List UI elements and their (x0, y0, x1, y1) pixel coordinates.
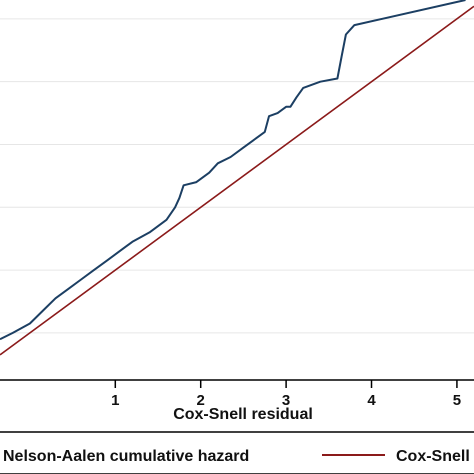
x-tick-label-2: 2 (197, 392, 205, 409)
x-axis-title: Cox-Snell residual (173, 406, 313, 423)
grid-layer (0, 18, 474, 334)
x-tick-label-1: 1 (111, 392, 119, 409)
series-line-cox-snell (0, 5, 474, 356)
x-tick-label-5: 5 (453, 392, 461, 409)
legend: Nelson-Aalen cumulative hazard Cox-Snell… (0, 431, 474, 474)
x-tick-layer: 1 2 3 4 5 (111, 380, 461, 409)
x-tick-label-3: 3 (282, 392, 290, 409)
legend-label-cox-snell: Cox-Snell residual (396, 448, 474, 465)
x-tick-label-4: 4 (367, 392, 376, 409)
series-line-nelson-aalen (0, 0, 466, 341)
series-layer (0, 0, 474, 356)
legend-label-nelson-aalen: Nelson-Aalen cumulative hazard (3, 448, 249, 465)
